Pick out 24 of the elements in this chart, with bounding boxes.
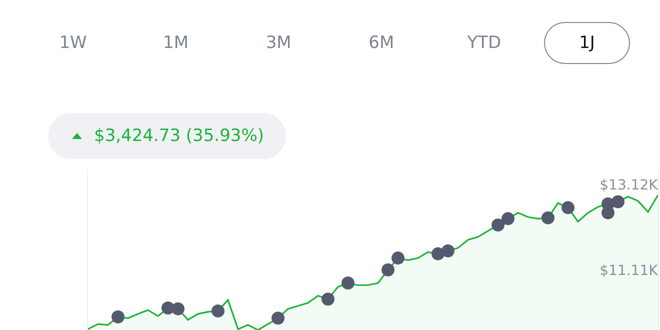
point xyxy=(272,312,284,325)
point xyxy=(562,201,574,214)
point xyxy=(322,292,334,306)
y-tick-label: $13.12K xyxy=(600,178,659,194)
point xyxy=(442,244,454,258)
text: 1J xyxy=(544,22,630,64)
text: 1W xyxy=(58,32,88,55)
point xyxy=(492,218,504,232)
text: 1M xyxy=(162,32,190,55)
point xyxy=(212,304,224,318)
point xyxy=(382,263,394,276)
point xyxy=(612,195,624,208)
point xyxy=(342,276,354,290)
point xyxy=(172,302,184,316)
text: 6M xyxy=(368,32,396,55)
text: YTD xyxy=(466,32,502,55)
point xyxy=(392,252,404,265)
point xyxy=(542,211,554,224)
point xyxy=(112,310,124,324)
chart-subtitle: $3,424.73 (35.93%) xyxy=(94,126,264,146)
point xyxy=(502,212,514,226)
y-tick-label: $11.11K xyxy=(600,262,659,279)
text: 3M xyxy=(264,32,292,55)
point xyxy=(602,206,614,220)
